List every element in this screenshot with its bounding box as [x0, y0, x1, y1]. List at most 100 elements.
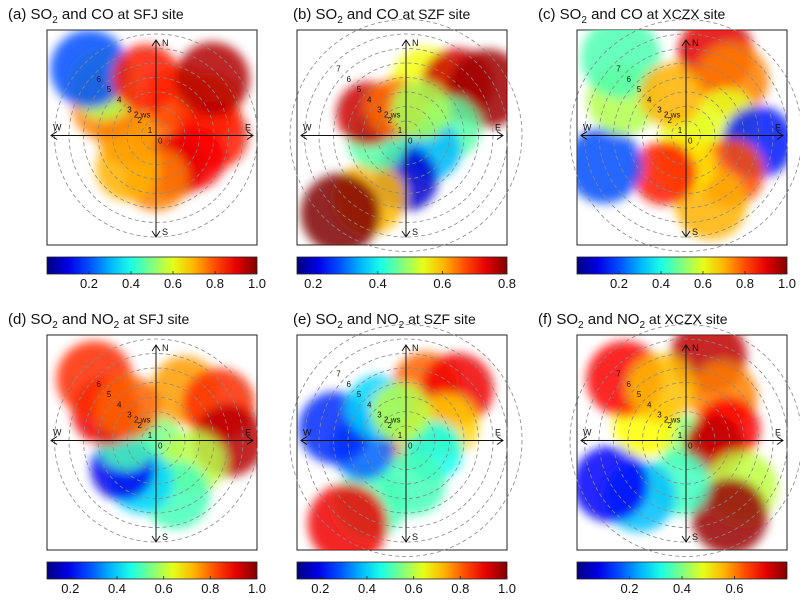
site-word: site [699, 6, 726, 22]
ring-label: 6 [626, 75, 631, 84]
heat-blob [307, 483, 388, 550]
compass-w: W [303, 428, 312, 438]
pollutant-name: SO [559, 6, 582, 23]
ring-label: 1 [678, 126, 683, 135]
ring-label: 5 [637, 390, 642, 399]
colorbar [46, 256, 258, 275]
axis-arrow [776, 436, 784, 445]
pollutant-pair-subscript: 2 [398, 320, 405, 331]
compass-n: N [412, 38, 419, 48]
panel-title: (e) SO2 and NO2 at SZF site [293, 311, 476, 331]
axis-arrow [580, 436, 588, 445]
heat-blob [175, 42, 250, 117]
ring-label: 6 [346, 75, 351, 84]
compass-e: E [245, 428, 251, 438]
compass-n: N [692, 343, 699, 353]
ws-ring [289, 324, 523, 557]
axis-arrow [50, 131, 58, 140]
colorbar-tick-label: 0.2 [610, 276, 628, 291]
ring-label: 4 [367, 95, 372, 104]
axis-arrow [681, 39, 691, 47]
panel-title: (a) SO2 and CO at SFJ site [8, 6, 184, 26]
colorbar-tick-label: 0.6 [405, 581, 423, 596]
colorbar-tick-label: 0.2 [304, 276, 322, 291]
ring-label: 2 [667, 421, 672, 430]
ring-label: 6 [96, 380, 101, 389]
colorbar-tick-label: 0.4 [122, 276, 140, 291]
axis-arrow [681, 230, 691, 238]
panel-label: (e) [293, 311, 312, 328]
colorbar [576, 256, 788, 275]
axis-arrow [681, 344, 691, 352]
panel-label: (f) [538, 311, 553, 328]
pollutant-subscript: 2 [581, 15, 587, 26]
pollutant-name: SO [30, 311, 53, 328]
colorbar-tick-label: 0.4 [369, 276, 387, 291]
site-name: XCZX [662, 6, 700, 22]
compass-s: S [692, 532, 698, 542]
ws-ring [569, 324, 800, 557]
axis-arrow [401, 39, 411, 47]
compass-e: E [495, 428, 501, 438]
colorbar-tick-label: 0.6 [694, 276, 712, 291]
panel-title: (d) SO2 and NO2 at SFJ site [8, 311, 189, 331]
ring-label: 0 [158, 442, 163, 451]
pollutant-pair: and CO [586, 6, 643, 23]
site-word: site [450, 311, 476, 327]
ring-label: 5 [357, 85, 362, 94]
compass-e: E [495, 123, 501, 133]
ring-label: 7 [336, 65, 341, 74]
site-word: site [158, 6, 184, 22]
axis-arrow [681, 535, 691, 543]
ring-label: 1 [398, 431, 403, 440]
compass-w: W [303, 123, 312, 133]
compass-n: N [162, 38, 169, 48]
panel-title: (b) SO2 and CO at SZF site [293, 6, 470, 26]
ring-label: 6 [626, 380, 631, 389]
ring-label: 5 [357, 390, 362, 399]
ws-ring [569, 19, 800, 252]
colorbar-tick-label: 0.6 [433, 276, 451, 291]
colorbar [296, 256, 508, 275]
compass-s: S [412, 532, 418, 542]
ws-unit-label: 2 ws [664, 416, 680, 425]
pollutant-name: SO [315, 6, 338, 23]
axis-arrow [496, 436, 504, 445]
ring-label: 7 [616, 370, 621, 379]
ws-unit-label: 2 ws [664, 111, 680, 120]
colorbar-tick-label: 0.6 [164, 276, 182, 291]
at-word: at [404, 311, 424, 327]
ws-unit-label: 2 ws [134, 111, 150, 120]
axis-arrow [50, 436, 58, 445]
pollutant-name: SO [30, 6, 53, 23]
compass-n: N [412, 343, 419, 353]
compass-s: S [412, 227, 418, 237]
axis-arrow [151, 344, 161, 352]
heat-blob [577, 446, 649, 522]
panel-label: (c) [538, 6, 556, 23]
colorbar-tick-label: 0.8 [498, 276, 516, 291]
ring-label: 3 [127, 411, 132, 420]
ring-label: 4 [647, 400, 652, 409]
site-word: site [163, 311, 190, 327]
panel-title: (f) SO2 and NO2 at XCZX site [538, 311, 728, 331]
colorbar-tick-label: 0.2 [311, 581, 329, 596]
axis-arrow [151, 535, 161, 543]
compass-e: E [245, 123, 251, 133]
colorbar-tick-label: 1.0 [498, 581, 516, 596]
at-word: at [642, 6, 663, 22]
ring-label: 3 [377, 411, 382, 420]
heat-blob [50, 30, 129, 108]
ring-label: 3 [127, 106, 132, 115]
ring-label: 3 [657, 106, 662, 115]
pollutant-subscript: 2 [337, 320, 343, 331]
ring-label: 5 [637, 85, 642, 94]
